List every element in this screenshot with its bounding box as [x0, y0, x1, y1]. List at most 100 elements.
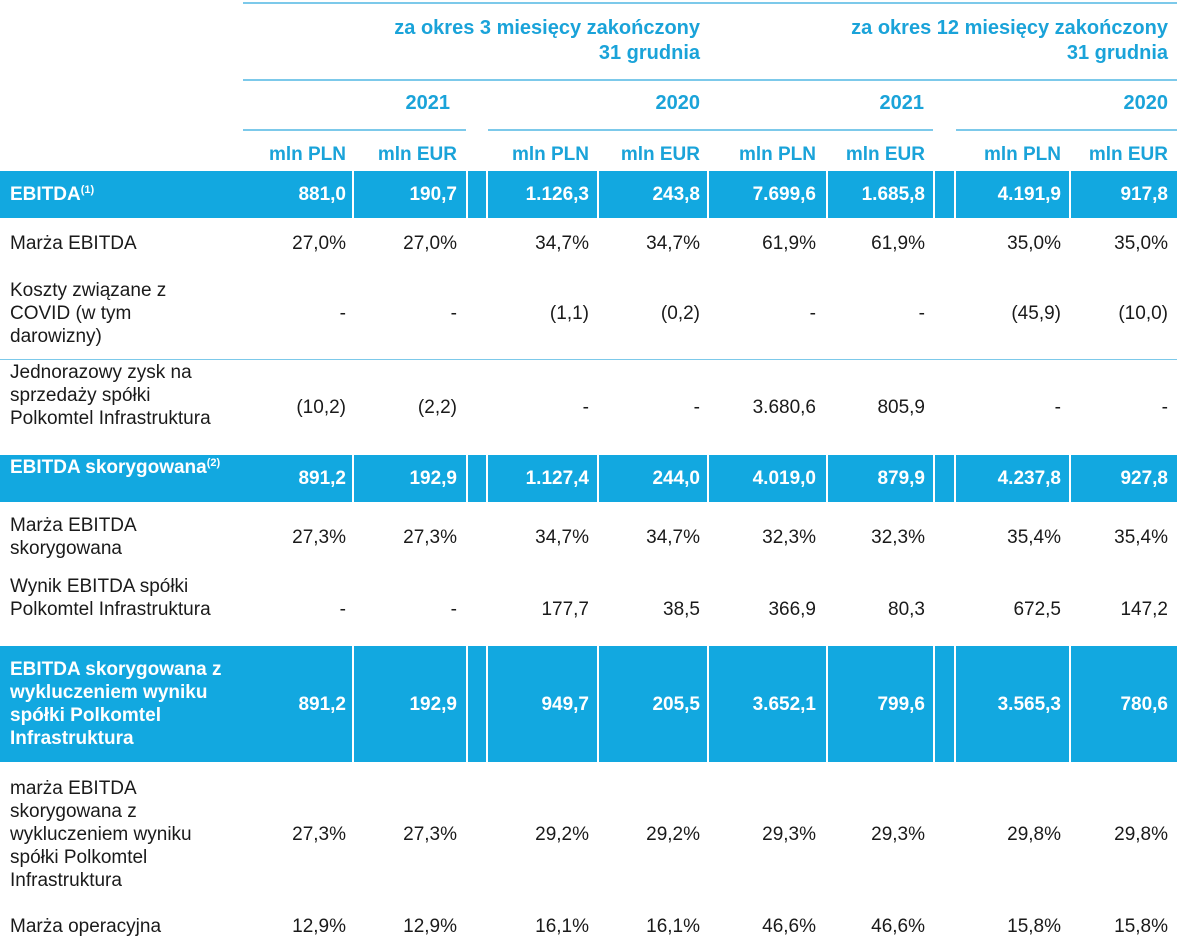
- value-cell: 34,7%: [646, 527, 700, 548]
- value-cell: 917,8: [1120, 184, 1168, 205]
- year-header-3m-2020: 2020: [655, 92, 701, 114]
- row-label: Wynik EBITDA spółki Polkomtel Infrastruk…: [10, 575, 225, 621]
- currency-header: mln EUR: [845, 144, 925, 165]
- currency-header: mln PLN: [983, 144, 1061, 165]
- column-separator: [1069, 171, 1071, 218]
- value-cell: -: [918, 303, 925, 324]
- row-label: marża EBITDA skorygowana z wykluczeniem …: [10, 777, 225, 892]
- column-separator: [486, 171, 488, 218]
- value-cell: 80,3: [888, 599, 925, 620]
- column-separator: [486, 455, 488, 502]
- value-cell: (1,1): [549, 303, 589, 324]
- table-row: Marża EBITDA 27,0% 27,0% 34,7% 34,7% 61,9% 61,…: [0, 218, 1177, 268]
- highlight-row: EBITDA skorygowana(2) 891,2 192,9 1.127,4 24…: [0, 455, 1177, 502]
- value-cell: 29,2%: [646, 824, 700, 845]
- value-cell: 61,9%: [871, 233, 925, 254]
- value-cell: 190,7: [409, 184, 457, 205]
- value-cell: 12,9%: [403, 916, 457, 937]
- highlight-row: EBITDA(1) 881,0 190,7 1.126,3 243,8 7.699,6 1.…: [0, 171, 1177, 218]
- row-label: Koszty związane z COVID (w tym darowizny…: [10, 279, 225, 348]
- period-3m-header: za okres 3 miesięcy zakończony 31 grudni…: [300, 16, 700, 66]
- row-label-text: marża EBITDA skorygowana z wykluczeniem …: [10, 778, 192, 891]
- value-cell: 192,9: [409, 468, 457, 489]
- currency-header: mln EUR: [377, 144, 457, 165]
- value-cell: (0,2): [660, 303, 700, 324]
- value-cell: -: [339, 303, 346, 324]
- year-rule-c: [956, 129, 1177, 131]
- currency-header: mln EUR: [620, 144, 700, 165]
- value-cell: 29,3%: [871, 824, 925, 845]
- value-cell: 35,0%: [1007, 233, 1061, 254]
- value-cell: -: [693, 397, 700, 418]
- value-cell: (45,9): [1011, 303, 1061, 324]
- highlight-row: EBITDA skorygowana z wykluczeniem wyniku…: [0, 646, 1177, 762]
- period-12m-header: za okres 12 miesięcy zakończony 31 grudn…: [760, 16, 1168, 66]
- column-separator: [352, 646, 354, 762]
- column-separator: [466, 646, 468, 762]
- value-cell: 243,8: [652, 184, 700, 205]
- value-cell: 805,9: [877, 397, 925, 418]
- value-cell: 4.191,9: [997, 184, 1061, 205]
- value-cell: 12,9%: [292, 916, 346, 937]
- row-label-text: EBITDA skorygowana: [10, 457, 207, 478]
- column-separator: [954, 455, 956, 502]
- value-cell: 3.565,3: [997, 694, 1061, 715]
- footnote-marker: (1): [80, 184, 95, 196]
- column-separator: [933, 646, 935, 762]
- currency-header: mln PLN: [511, 144, 589, 165]
- value-cell: 192,9: [409, 694, 457, 715]
- value-cell: 29,3%: [762, 824, 816, 845]
- row-label: EBITDA skorygowana(2): [10, 456, 225, 479]
- value-cell: 16,1%: [646, 916, 700, 937]
- value-cell: 147,2: [1120, 599, 1168, 620]
- column-separator: [466, 171, 468, 218]
- value-cell: 46,6%: [871, 916, 925, 937]
- value-cell: 205,5: [652, 694, 700, 715]
- value-cell: 1.127,4: [525, 468, 589, 489]
- period-12m-end: 31 grudnia: [1066, 42, 1168, 64]
- value-cell: 15,8%: [1114, 916, 1168, 937]
- value-cell: 780,6: [1120, 694, 1168, 715]
- value-cell: 27,0%: [292, 233, 346, 254]
- row-divider: [0, 359, 1177, 360]
- row-label-text: EBITDA: [10, 184, 81, 205]
- value-cell: 672,5: [1013, 599, 1061, 620]
- value-cell: 366,9: [768, 599, 816, 620]
- period-3m-label: za okres 3 miesięcy zakończony: [394, 17, 700, 39]
- row-label: EBITDA skorygowana z wykluczeniem wyniku…: [10, 658, 235, 750]
- column-separator: [597, 171, 599, 218]
- period-12m-label: za okres 12 miesięcy zakończony: [851, 17, 1168, 39]
- value-cell: 38,5: [663, 599, 700, 620]
- column-separator: [597, 455, 599, 502]
- value-cell: 949,7: [541, 694, 589, 715]
- column-separator: [1069, 455, 1071, 502]
- footnote-marker: (2): [206, 457, 221, 469]
- currency-header: mln EUR: [1088, 144, 1168, 165]
- row-label: Marża EBITDA skorygowana: [10, 514, 225, 560]
- value-cell: -: [450, 599, 457, 620]
- table-row: Koszty związane z COVID (w tym darowizny…: [0, 268, 1177, 359]
- value-cell: 4.237,8: [997, 468, 1061, 489]
- value-cell: (2,2): [417, 397, 457, 418]
- value-cell: 177,7: [541, 599, 589, 620]
- value-cell: 4.019,0: [752, 468, 816, 489]
- value-cell: 879,9: [877, 468, 925, 489]
- value-cell: 34,7%: [535, 527, 589, 548]
- value-cell: 881,0: [298, 184, 346, 205]
- value-cell: 27,3%: [292, 527, 346, 548]
- period-rule: [243, 79, 1177, 81]
- column-separator: [954, 171, 956, 218]
- value-cell: 34,7%: [535, 233, 589, 254]
- row-label-text: Jednorazowy zysk na sprzedaży spółki Pol…: [10, 362, 211, 429]
- column-separator: [352, 455, 354, 502]
- value-cell: 29,2%: [535, 824, 589, 845]
- column-separator: [707, 455, 709, 502]
- currency-header: mln PLN: [738, 144, 816, 165]
- value-cell: 927,8: [1120, 468, 1168, 489]
- column-separator: [933, 171, 935, 218]
- year-header-12m-2021: 2021: [879, 92, 925, 114]
- table-row: Jednorazowy zysk na sprzedaży spółki Pol…: [0, 359, 1177, 455]
- value-cell: 27,3%: [292, 824, 346, 845]
- column-separator: [826, 646, 828, 762]
- value-cell: 32,3%: [871, 527, 925, 548]
